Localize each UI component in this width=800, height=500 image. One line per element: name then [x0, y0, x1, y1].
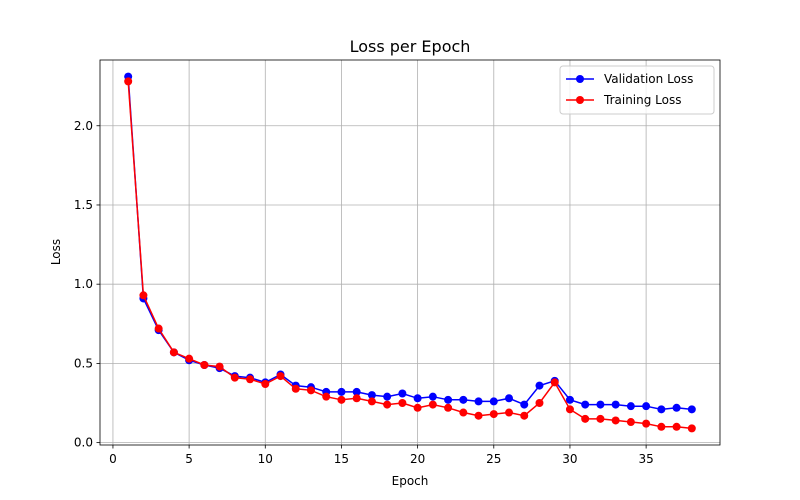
validation-loss-point [352, 387, 361, 396]
training-loss-point [246, 375, 255, 384]
training-loss-point [322, 392, 331, 401]
validation-loss-point [474, 397, 483, 406]
training-loss-point [459, 408, 468, 417]
training-loss-point [291, 384, 300, 393]
validation-loss-point [520, 400, 529, 409]
training-loss-point [520, 411, 529, 420]
validation-loss-point [383, 392, 392, 401]
series-layer [124, 72, 696, 433]
training-loss-point [672, 422, 681, 431]
x-axis-label: Epoch [392, 474, 429, 488]
x-tick-label: 10 [258, 452, 273, 466]
x-axis: 0 5 10 15 20 25 30 35 [109, 445, 654, 466]
chart-title: Loss per Epoch [350, 37, 471, 56]
validation-loss-point [459, 395, 468, 404]
grid [100, 60, 720, 445]
y-tick-label: 2.0 [74, 119, 93, 133]
validation-loss-point [642, 402, 651, 411]
x-tick-label: 30 [562, 452, 577, 466]
training-loss-point [306, 386, 315, 395]
x-tick-label: 35 [638, 452, 653, 466]
training-loss-point [383, 400, 392, 409]
validation-loss-point [626, 402, 635, 411]
legend-swatch-marker [576, 75, 584, 83]
legend-box [559, 65, 715, 115]
training-loss-point [626, 418, 635, 427]
training-loss-point [687, 424, 696, 433]
plot-frame [99, 59, 721, 446]
validation-loss-point [398, 389, 407, 398]
training-loss-point [489, 410, 498, 419]
training-loss-point [642, 419, 651, 428]
legend-label-validation-loss: Validation Loss [604, 72, 693, 86]
training-loss-point [215, 362, 224, 371]
training-loss-point [474, 411, 483, 420]
y-axis-label: Loss [49, 239, 63, 265]
training-loss-point [230, 373, 239, 382]
training-loss-point [169, 348, 178, 357]
x-tick-label: 0 [109, 452, 117, 466]
validation-loss-point [565, 395, 574, 404]
legend: Validation Loss Training Loss [559, 65, 715, 115]
validation-loss-point [505, 394, 514, 403]
training-loss-point [505, 408, 514, 417]
training-loss-point [276, 372, 285, 381]
y-tick-label: 1.5 [74, 198, 93, 212]
validation-loss-point [657, 405, 666, 414]
training-loss-point [337, 395, 346, 404]
training-loss-line [127, 81, 692, 430]
legend-label-training-loss: Training Loss [603, 93, 681, 107]
validation-loss-point [581, 400, 590, 409]
training-loss-point [185, 354, 194, 363]
legend-swatch-marker [576, 96, 584, 104]
x-tick-label: 25 [486, 452, 501, 466]
training-loss-point [124, 77, 133, 86]
training-loss-point [565, 405, 574, 414]
validation-loss-series [124, 72, 696, 414]
x-tick-label: 5 [185, 452, 193, 466]
validation-loss-point [367, 391, 376, 400]
x-tick-label: 15 [334, 452, 349, 466]
training-loss-point [413, 403, 422, 412]
validation-loss-point [687, 405, 696, 414]
y-tick-label: 0.0 [74, 436, 93, 450]
training-loss-point [581, 414, 590, 423]
validation-loss-point [535, 381, 544, 390]
validation-loss-point [489, 397, 498, 406]
training-loss-point [444, 403, 453, 412]
training-loss-point [398, 399, 407, 408]
validation-loss-point [413, 394, 422, 403]
validation-loss-point [672, 403, 681, 412]
validation-loss-point [596, 400, 605, 409]
training-loss-point [657, 422, 666, 431]
training-loss-point [367, 397, 376, 406]
training-loss-point [611, 416, 620, 425]
training-loss-point [200, 360, 209, 369]
training-loss-point [139, 291, 148, 300]
training-loss-point [550, 378, 559, 387]
training-loss-point [352, 394, 361, 403]
training-loss-point [535, 399, 544, 408]
training-loss-point [154, 324, 163, 333]
validation-loss-point [444, 395, 453, 404]
y-tick-label: 0.5 [74, 356, 93, 370]
y-tick-label: 1.0 [74, 277, 93, 291]
training-loss-point [596, 414, 605, 423]
validation-loss-point [428, 392, 437, 401]
training-loss-series [124, 77, 696, 433]
validation-loss-line [127, 76, 692, 411]
validation-loss-point [611, 400, 620, 409]
training-loss-point [428, 400, 437, 409]
y-axis: 0.0 0.5 1.0 1.5 2.0 [74, 119, 100, 450]
training-loss-point [261, 380, 270, 389]
x-tick-label: 20 [410, 452, 425, 466]
validation-loss-point [337, 387, 346, 396]
